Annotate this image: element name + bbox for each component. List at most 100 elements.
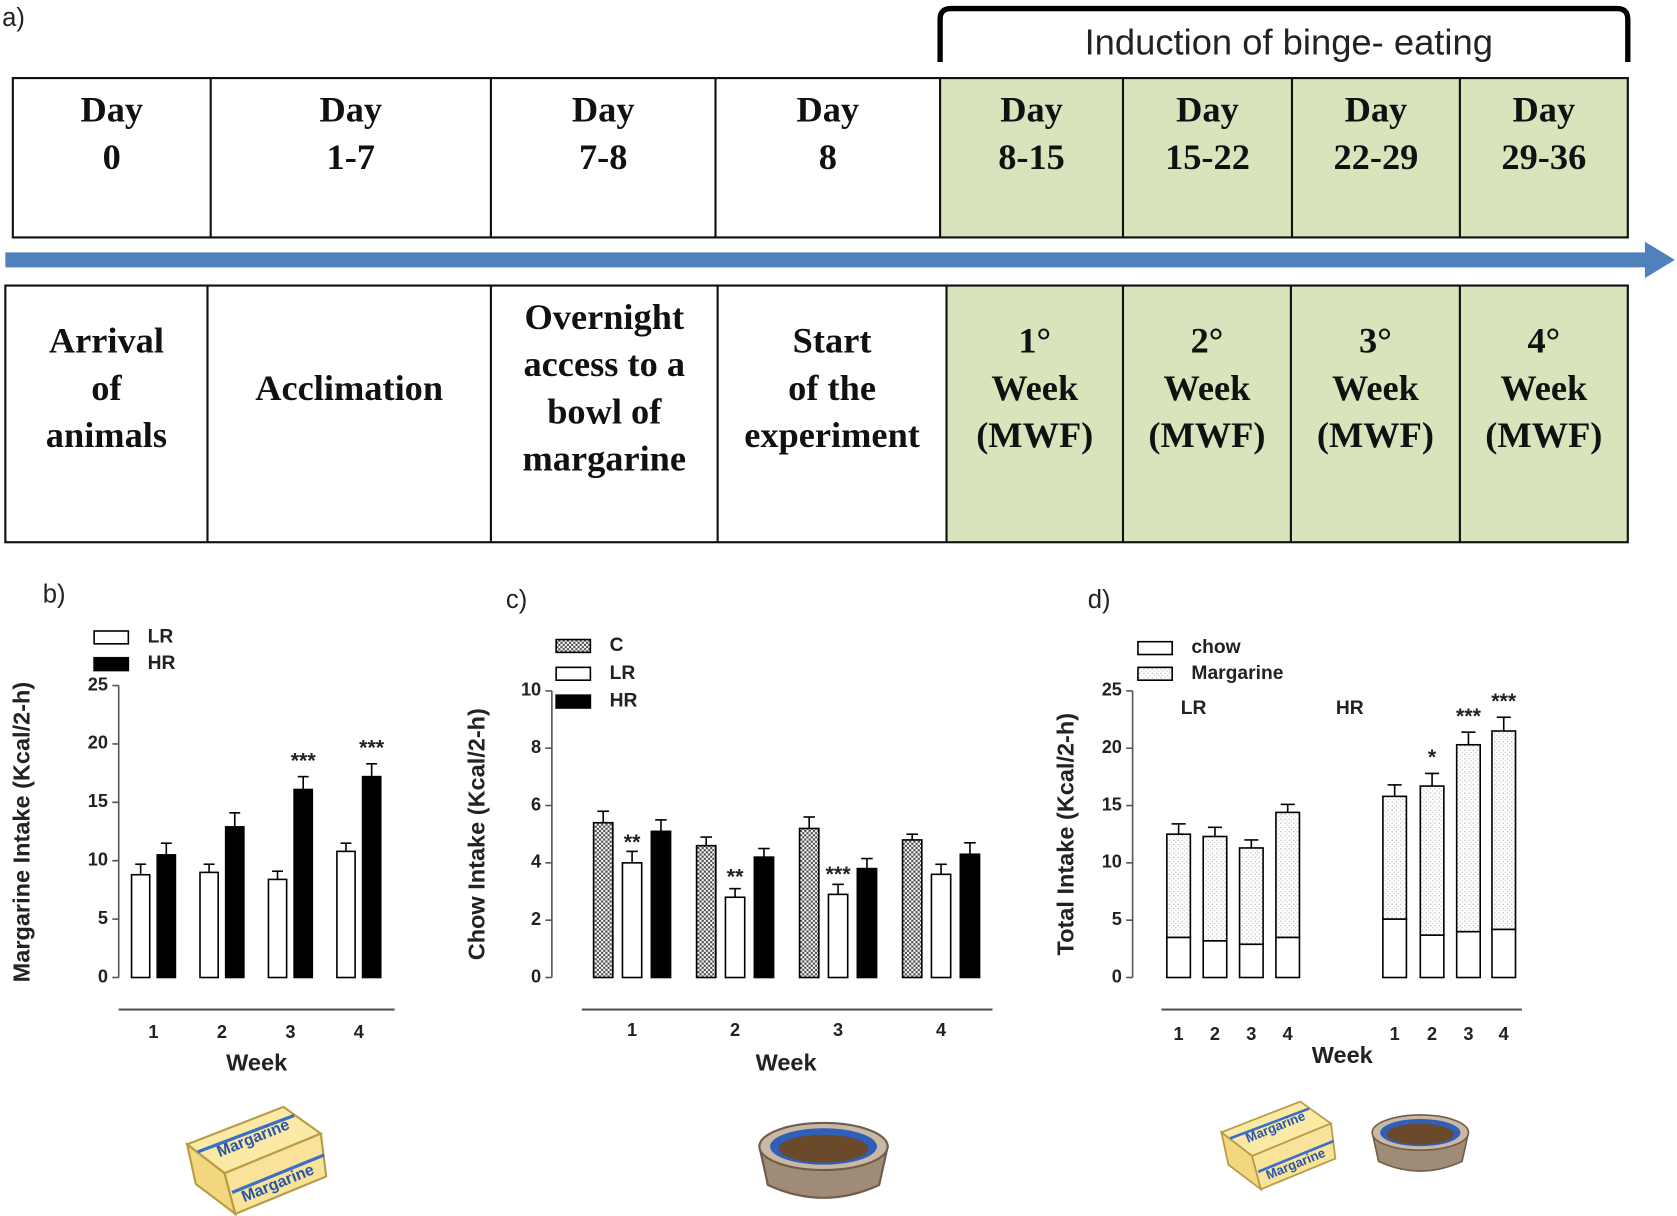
y-tick-label: 0 bbox=[531, 966, 541, 986]
bar bbox=[1455, 743, 1482, 933]
y-tick-label: 25 bbox=[1102, 680, 1122, 700]
significance: ** bbox=[727, 865, 744, 889]
event-label: Acclimation bbox=[255, 368, 443, 408]
x-axis-label: Week bbox=[1312, 1042, 1374, 1068]
event-label: 4° bbox=[1527, 321, 1560, 361]
bar bbox=[1275, 811, 1301, 939]
group-label: HR bbox=[1336, 698, 1364, 719]
y-axis-label: Total Intake (Kcal/2-h) bbox=[1053, 713, 1079, 956]
event-label: (MWF) bbox=[1148, 415, 1265, 455]
event-label: Overnight bbox=[524, 297, 684, 337]
event-label: experiment bbox=[744, 415, 920, 455]
significance: *** bbox=[826, 862, 852, 886]
legend-swatch bbox=[1137, 640, 1173, 656]
day-label: Day bbox=[1513, 90, 1576, 130]
legend-label: C bbox=[610, 635, 624, 656]
group-label: LR bbox=[1181, 698, 1207, 719]
day-label: 1-7 bbox=[327, 137, 375, 177]
x-tick-label: 3 bbox=[1246, 1024, 1256, 1044]
event-label: 2° bbox=[1191, 321, 1224, 361]
day-label: 7-8 bbox=[579, 137, 627, 177]
timeline-arrow bbox=[5, 252, 1648, 268]
day-label: 0 bbox=[103, 137, 121, 177]
event-label: Week bbox=[991, 368, 1079, 408]
x-tick-label: 4 bbox=[1283, 1024, 1294, 1044]
bar bbox=[224, 826, 245, 979]
bowl-icon bbox=[758, 1121, 890, 1199]
y-tick-label: 6 bbox=[531, 794, 541, 814]
panel-label: b) bbox=[43, 580, 66, 608]
bar bbox=[1166, 833, 1192, 939]
legend-swatch bbox=[555, 666, 592, 681]
panel-label: c) bbox=[506, 586, 527, 614]
y-tick-label: 2 bbox=[531, 909, 541, 929]
day-label: 29-36 bbox=[1501, 137, 1586, 177]
highlight bbox=[940, 78, 1628, 238]
timeline-arrow-head bbox=[1644, 241, 1675, 279]
bar bbox=[650, 830, 672, 979]
row-border bbox=[4, 284, 1629, 544]
bar bbox=[1455, 930, 1482, 979]
x-tick-label: 4 bbox=[354, 1022, 365, 1042]
bar bbox=[592, 821, 614, 979]
x-tick-label: 1 bbox=[148, 1022, 158, 1042]
event-label: Week bbox=[1164, 368, 1252, 408]
x-tick-label: 2 bbox=[730, 1020, 740, 1040]
bar bbox=[1275, 936, 1301, 979]
event-label: access to a bbox=[524, 344, 686, 384]
bar bbox=[753, 856, 775, 979]
bar bbox=[856, 867, 878, 979]
event-label: bowl of bbox=[547, 391, 662, 431]
event-label: Week bbox=[1500, 368, 1588, 408]
day-label: 15-22 bbox=[1165, 137, 1250, 177]
y-tick-label: 15 bbox=[88, 791, 108, 811]
legend-swatch bbox=[555, 694, 592, 709]
y-tick-label: 5 bbox=[98, 908, 108, 928]
y-tick-label: 8 bbox=[531, 737, 541, 757]
x-axis-label: Week bbox=[756, 1049, 818, 1075]
legend-swatch bbox=[93, 630, 130, 645]
significance: * bbox=[1428, 745, 1437, 769]
bar bbox=[267, 878, 288, 979]
bowl-icon bbox=[1371, 1114, 1470, 1172]
day-label: Day bbox=[1345, 90, 1408, 130]
bar bbox=[1491, 928, 1517, 979]
legend-label: Margarine bbox=[1191, 663, 1283, 684]
bar bbox=[1202, 835, 1228, 942]
day-label: Day bbox=[319, 90, 382, 130]
bar bbox=[156, 854, 177, 979]
x-axis-label: Week bbox=[226, 1049, 288, 1075]
y-tick-label: 25 bbox=[88, 674, 108, 694]
y-tick-label: 5 bbox=[1112, 909, 1122, 929]
bar bbox=[1382, 918, 1408, 979]
y-tick-label: 20 bbox=[1102, 737, 1122, 757]
highlight bbox=[946, 285, 1628, 543]
event-label: 3° bbox=[1359, 321, 1392, 361]
bar bbox=[361, 775, 382, 979]
day-label: Day bbox=[572, 90, 635, 130]
x-tick-label: 3 bbox=[1463, 1024, 1473, 1044]
y-tick-label: 20 bbox=[88, 733, 108, 753]
margarine-icon: Margarine Margarine bbox=[185, 1105, 328, 1216]
bar bbox=[695, 844, 717, 979]
event-label: (MWF) bbox=[976, 415, 1093, 455]
event-label: animals bbox=[46, 415, 167, 455]
bar bbox=[1202, 940, 1228, 979]
event-label: 1° bbox=[1018, 321, 1051, 361]
event-label: margarine bbox=[522, 438, 686, 478]
bracket bbox=[937, 5, 1631, 63]
bar bbox=[621, 862, 643, 979]
y-axis-label: Chow Intake (Kcal/2-h) bbox=[463, 708, 489, 960]
day-label: 8-15 bbox=[998, 137, 1065, 177]
day-label: 8 bbox=[819, 137, 837, 177]
y-tick-label: 15 bbox=[1102, 794, 1122, 814]
bracket-label: Induction of binge- eating bbox=[1085, 22, 1493, 63]
legend-label: HR bbox=[610, 691, 638, 712]
event-label: Start bbox=[793, 321, 872, 361]
bar bbox=[293, 788, 314, 979]
x-tick-label: 1 bbox=[1174, 1024, 1184, 1044]
significance: ** bbox=[624, 830, 641, 854]
bar bbox=[199, 871, 219, 979]
